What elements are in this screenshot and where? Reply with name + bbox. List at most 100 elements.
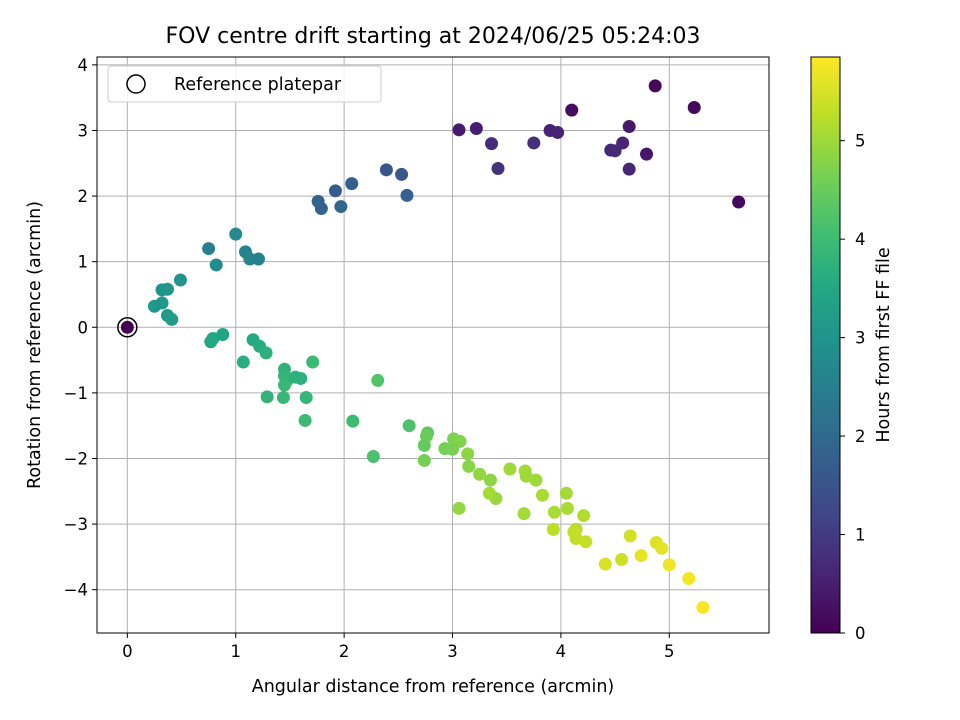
y-tick-label: −1 <box>64 384 88 403</box>
data-point <box>278 378 292 392</box>
data-point <box>446 442 460 456</box>
data-point <box>259 346 273 360</box>
y-tick-label: 0 <box>78 318 89 337</box>
data-point <box>260 390 274 404</box>
y-tick-label: −3 <box>64 515 88 534</box>
x-tick-label: 2 <box>339 642 350 661</box>
x-axis-label: Angular distance from reference (arcmin) <box>252 677 615 697</box>
colorbar-label: Hours from first FF file <box>874 247 894 442</box>
data-point <box>535 488 549 502</box>
colorbar-tick-label: 1 <box>855 526 866 545</box>
data-point <box>682 572 696 586</box>
data-point <box>371 373 385 387</box>
data-point <box>395 167 409 181</box>
data-point <box>560 501 574 515</box>
data-point <box>462 459 476 473</box>
reference-marker <box>117 317 138 338</box>
data-point <box>622 120 636 134</box>
chart-title: FOV centre drift starting at 2024/06/25 … <box>166 24 701 49</box>
data-point <box>379 163 393 177</box>
data-point <box>452 123 466 137</box>
data-point <box>579 535 593 549</box>
y-tick-label: −2 <box>64 449 88 468</box>
data-point <box>519 469 533 483</box>
data-point <box>598 557 612 571</box>
data-point <box>622 162 636 176</box>
colorbar-tick-label: 3 <box>855 329 866 348</box>
data-point <box>473 467 487 481</box>
data-point <box>160 282 174 296</box>
legend-marker <box>126 74 146 94</box>
y-axis-ticks: −4 −3 −2 −1 0 1 2 3 4 <box>64 56 97 600</box>
y-tick-label: 3 <box>78 121 89 140</box>
y-tick-label: 4 <box>78 56 89 75</box>
data-point <box>559 486 573 500</box>
data-point <box>565 103 579 117</box>
data-point <box>482 486 496 500</box>
colorbar-tick-label: 5 <box>855 132 866 151</box>
data-point <box>608 144 622 158</box>
data-point <box>623 529 637 543</box>
data-point <box>529 473 543 487</box>
scatter-points <box>120 79 746 614</box>
legend-box <box>107 65 382 103</box>
y-axis-label: Rotation from reference (arcmin) <box>25 201 45 489</box>
data-point <box>648 79 662 93</box>
data-point <box>299 390 313 404</box>
data-point <box>527 136 541 150</box>
plot-frame <box>96 56 770 634</box>
x-tick-label: 3 <box>447 642 458 661</box>
y-tick-label: 2 <box>78 187 89 206</box>
y-tick-label: −4 <box>64 581 88 600</box>
colorbar-gradient <box>810 56 841 634</box>
data-point <box>400 188 414 202</box>
data-point <box>696 600 710 614</box>
data-point <box>334 200 348 214</box>
data-point <box>417 453 431 467</box>
reference-circle <box>117 317 138 338</box>
data-point <box>687 101 701 115</box>
data-point <box>204 335 218 349</box>
x-axis-ticks: 0 1 2 3 4 5 <box>122 633 675 661</box>
data-point <box>546 522 560 536</box>
legend-entry: Reference platepar <box>174 75 342 95</box>
data-point <box>251 252 265 266</box>
data-point <box>517 507 531 521</box>
data-point <box>120 320 134 334</box>
data-point <box>173 273 187 287</box>
data-point <box>551 125 565 139</box>
data-point <box>483 473 497 487</box>
data-point <box>469 122 483 136</box>
data-point <box>155 296 169 310</box>
grid-lines <box>97 57 769 633</box>
data-point <box>655 541 669 555</box>
x-tick-label: 4 <box>556 642 567 661</box>
data-point <box>229 227 243 241</box>
data-point <box>298 413 312 427</box>
data-point <box>485 137 499 151</box>
x-tick-label: 5 <box>664 642 675 661</box>
data-point <box>294 371 308 385</box>
data-point <box>366 450 380 464</box>
legend: Reference platepar <box>107 65 382 103</box>
colorbar-ticks: 0 1 2 3 4 5 <box>840 132 866 643</box>
data-point <box>491 162 505 176</box>
data-point <box>503 462 517 476</box>
data-point <box>209 258 223 272</box>
data-point <box>634 549 648 563</box>
colorbar: 0 1 2 3 4 5 Hours from first FF file <box>810 56 894 643</box>
data-point <box>345 177 359 191</box>
data-point <box>276 390 290 404</box>
data-point <box>346 414 360 428</box>
data-point <box>640 147 654 161</box>
data-point <box>165 312 179 326</box>
x-tick-label: 1 <box>230 642 241 661</box>
colorbar-tick-label: 2 <box>855 427 866 446</box>
data-point <box>216 328 230 342</box>
data-point <box>202 242 216 256</box>
data-point <box>417 438 431 452</box>
data-point <box>662 558 676 572</box>
colorbar-tick-label: 4 <box>855 230 866 249</box>
colorbar-tick-label: 0 <box>855 624 866 643</box>
